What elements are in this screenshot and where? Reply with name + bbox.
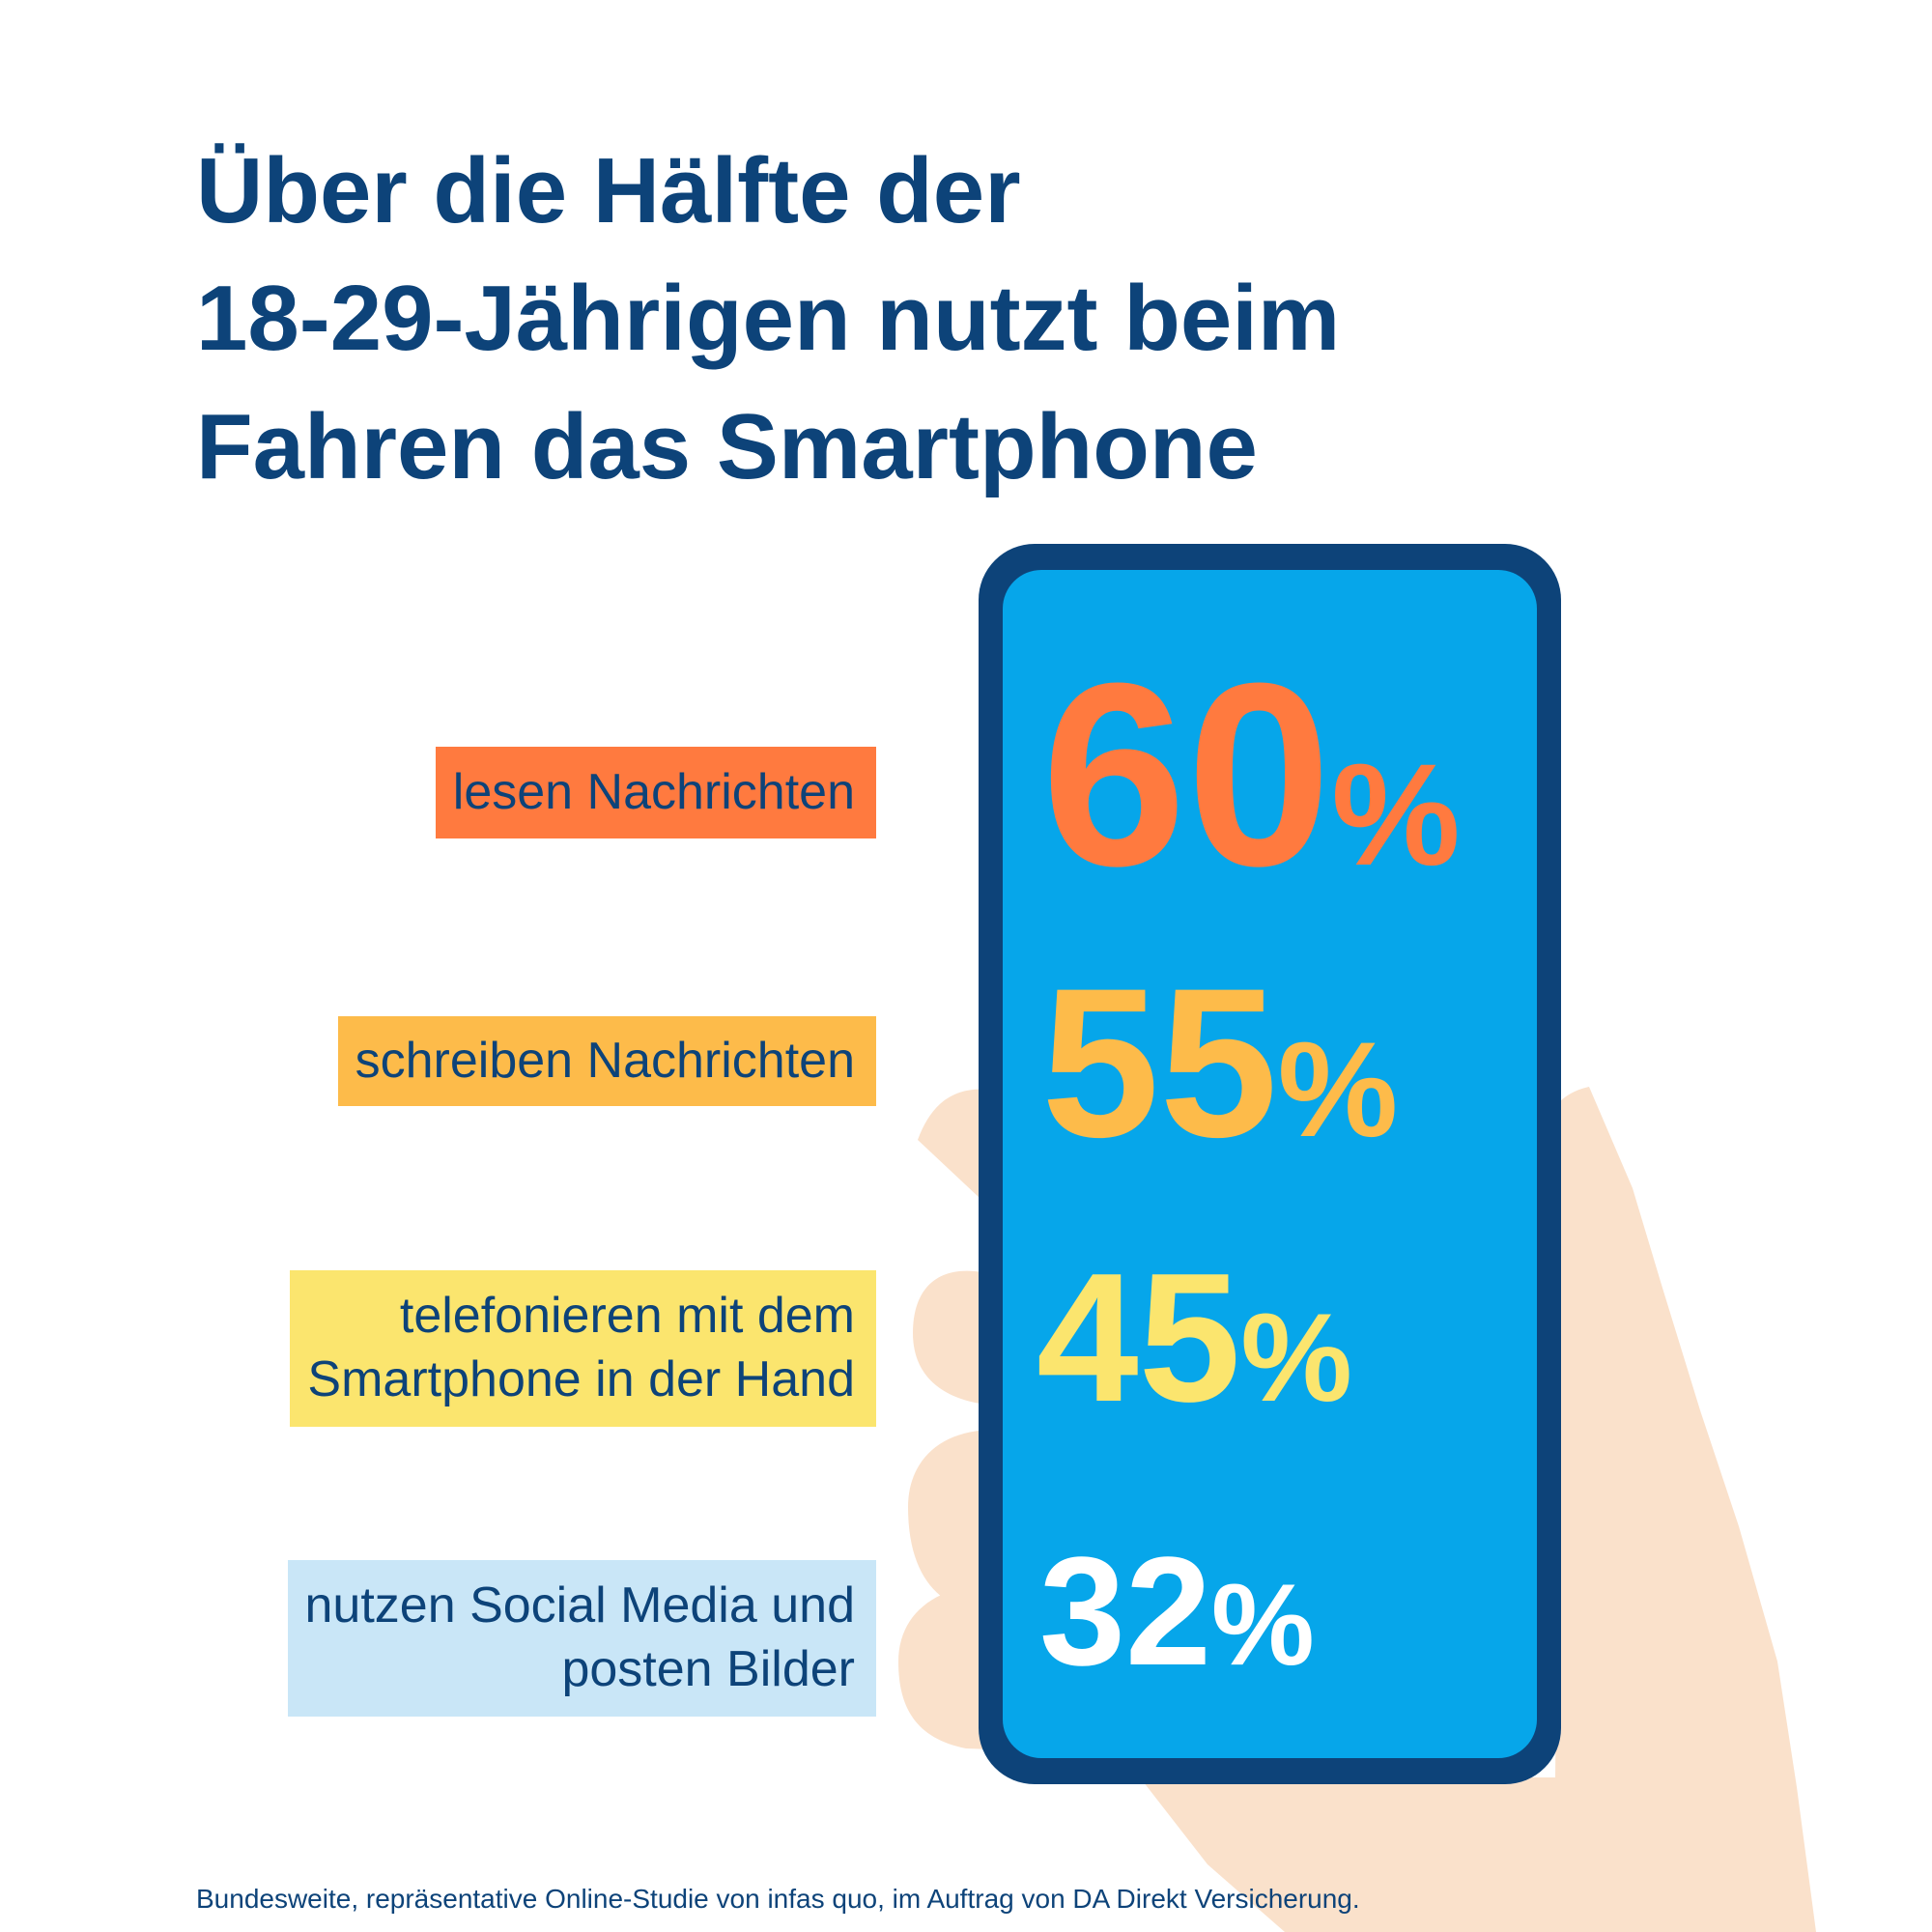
label-social-media: nutzen Social Media und posten Bilder <box>287 1560 876 1717</box>
label-line: posten Bilder <box>561 1641 855 1697</box>
label-schreiben-nachrichten: schreiben Nachrichten <box>337 1016 876 1106</box>
hand-finger-3 <box>908 1430 995 1613</box>
value-number: 60 <box>1041 630 1332 921</box>
title-line-2: 18-29-Jährigen nutzt beim <box>196 267 1341 371</box>
value-45-percent: 45% <box>1037 1246 1352 1430</box>
percent-sign: % <box>1210 1560 1315 1690</box>
value-number: 45 <box>1037 1236 1241 1440</box>
label-line: nutzen Social Media und <box>304 1577 856 1634</box>
title-line-1: Über die Hälfte der <box>196 139 1021 242</box>
value-number: 55 <box>1041 944 1278 1181</box>
percent-sign: % <box>1331 733 1461 895</box>
percent-sign: % <box>1240 1287 1352 1428</box>
label-line: lesen Nachrichten <box>452 764 855 820</box>
label-telefonieren: telefonieren mit dem Smartphone in der H… <box>290 1270 876 1427</box>
label-lesen-nachrichten: lesen Nachrichten <box>435 747 876 838</box>
value-number: 32 <box>1039 1524 1211 1697</box>
value-60-percent: 60% <box>1041 645 1461 906</box>
value-55-percent: 55% <box>1041 956 1398 1169</box>
value-32-percent: 32% <box>1039 1534 1315 1689</box>
title-line-3: Fahren das Smartphone <box>196 394 1258 498</box>
label-line: Smartphone in der Hand <box>307 1351 855 1407</box>
hand-palm <box>1140 1087 1816 1932</box>
phone-screen <box>1003 570 1537 1758</box>
page-title: Über die Hälfte der 18-29-Jährigen nutzt… <box>196 128 1645 511</box>
label-line: schreiben Nachrichten <box>355 1033 855 1089</box>
percent-sign: % <box>1277 1013 1399 1165</box>
label-line: telefonieren mit dem <box>399 1288 855 1344</box>
source-note: Bundesweite, repräsentative Online-Studi… <box>196 1884 1360 1914</box>
hand-finger-2 <box>913 1270 995 1406</box>
